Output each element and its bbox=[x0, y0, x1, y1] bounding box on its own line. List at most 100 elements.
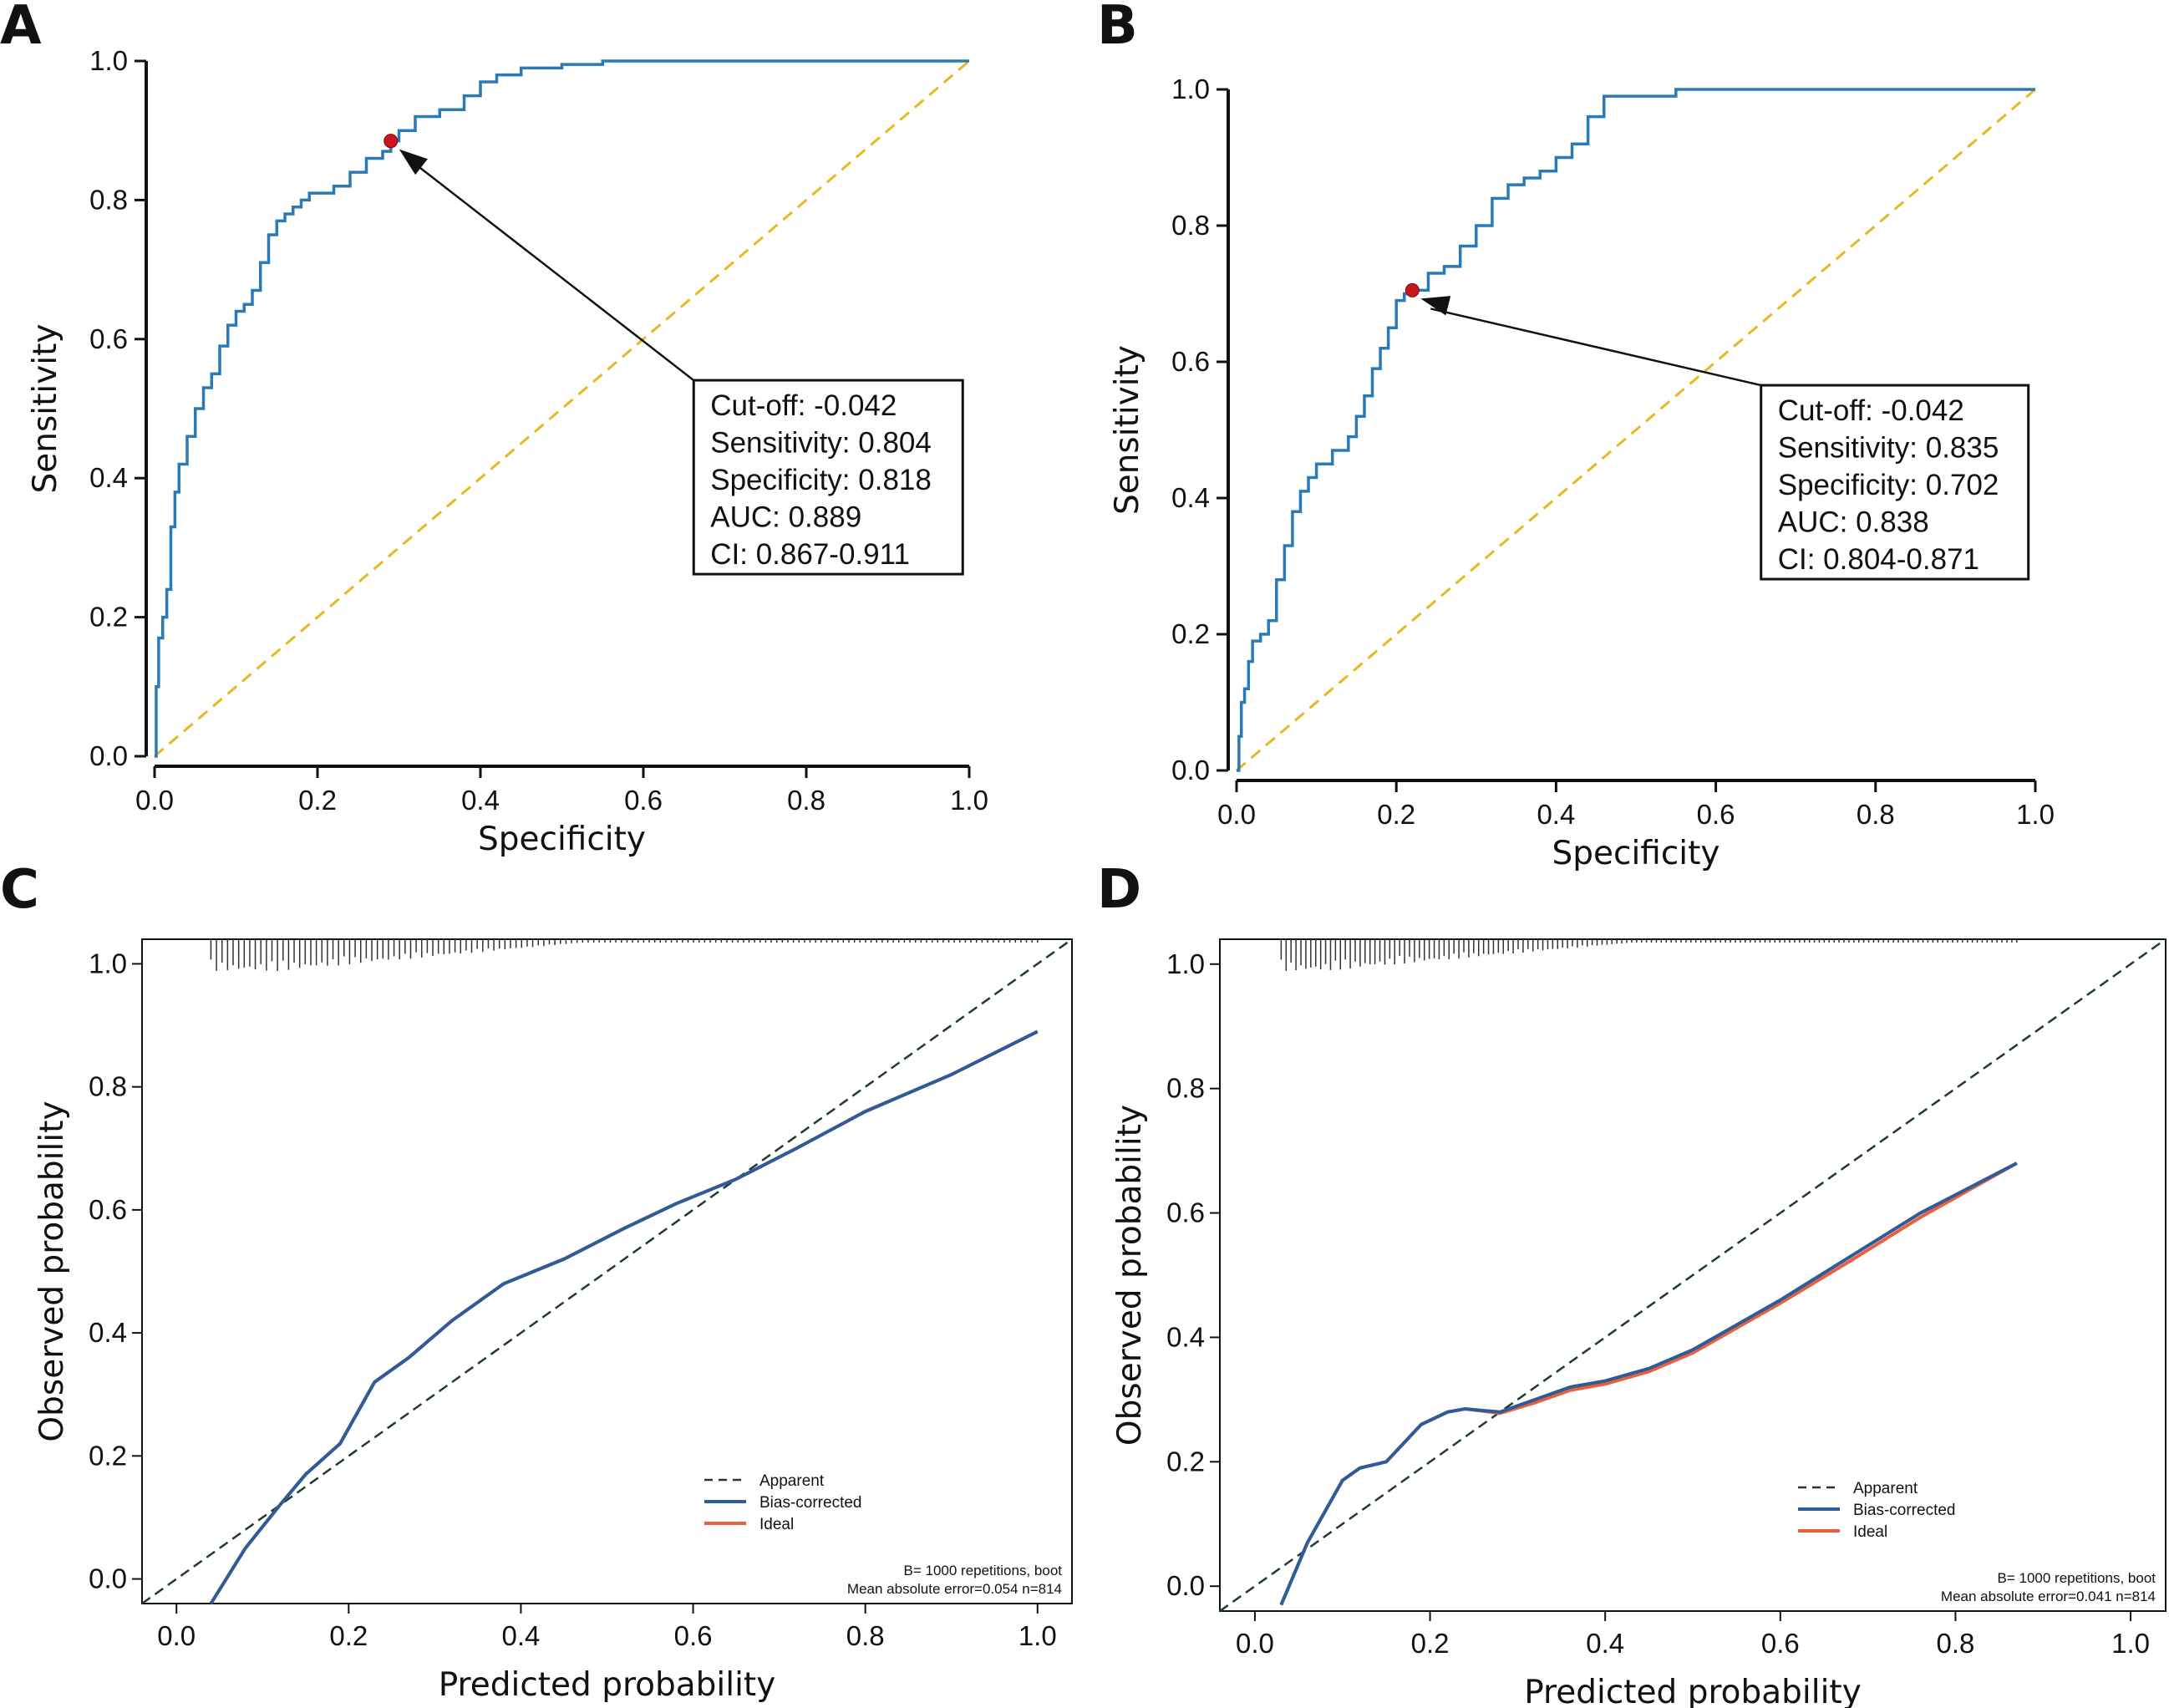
x-tick-label: 0.8 bbox=[1937, 1628, 1975, 1659]
plot-frame bbox=[141, 938, 1073, 1604]
x-axis-title: Specificity bbox=[478, 821, 646, 858]
y-tick-label: 0.8 bbox=[1171, 210, 1210, 241]
y-tick-label: 0.8 bbox=[89, 184, 128, 215]
rug-marks bbox=[1280, 939, 2018, 971]
y-tick-label: 0.4 bbox=[1166, 1321, 1205, 1352]
bias-corrected-line bbox=[1279, 1162, 2018, 1606]
annotation-arrow-line bbox=[1430, 308, 1762, 387]
x-tick-label: 0.2 bbox=[1377, 799, 1415, 830]
x-tick-label: 1.0 bbox=[950, 785, 988, 816]
y-axis-title: Sensitivity bbox=[1109, 345, 1146, 515]
y-axis-title: Sensitivity bbox=[27, 323, 64, 493]
x-tick-label: 0.4 bbox=[502, 1620, 541, 1651]
panel-letter: A bbox=[0, 0, 42, 57]
x-axis-title: Specificity bbox=[1552, 835, 1720, 872]
x-tick-label: 0.0 bbox=[135, 785, 174, 816]
y-axis-title: Observed probability bbox=[1111, 1105, 1149, 1446]
x-tick-label: 0.2 bbox=[298, 785, 337, 816]
y-tick-label: 1.0 bbox=[1171, 74, 1210, 104]
y-tick-label: 0.0 bbox=[89, 740, 128, 771]
x-tick-label: 0.2 bbox=[329, 1620, 368, 1651]
y-tick-label: 0.2 bbox=[1166, 1446, 1205, 1477]
x-tick-label: 0.0 bbox=[157, 1620, 196, 1651]
ideal-line bbox=[209, 1029, 1039, 1605]
y-tick-label: 1.0 bbox=[1166, 948, 1205, 979]
annotation-line: Specificity: 0.818 bbox=[710, 464, 932, 496]
y-axis-title: Observed probability bbox=[33, 1101, 71, 1441]
legend-label: Bias-corrected bbox=[1853, 1502, 1956, 1519]
x-tick-label: 0.8 bbox=[787, 785, 825, 816]
y-tick-label: 0.8 bbox=[1166, 1073, 1205, 1104]
annotation-box bbox=[692, 379, 964, 576]
y-tick-label: 0.6 bbox=[89, 1194, 127, 1225]
panel-d: D 0.0 0.0 0.2 0.2 0.4 0.4 0.6 0.6 0.8 0.8 1.0 1.0 Pre… bbox=[1097, 859, 2166, 1708]
panel-letter: B bbox=[1097, 0, 1138, 57]
y-tick-label: 1.0 bbox=[89, 45, 128, 76]
x-tick-label: 0.4 bbox=[1537, 799, 1575, 830]
y-tick-label: 0.8 bbox=[89, 1071, 127, 1102]
legend-label: Apparent bbox=[759, 1472, 825, 1490]
x-tick-label: 1.0 bbox=[2016, 799, 2055, 830]
y-tick-label: 0.0 bbox=[1166, 1570, 1205, 1601]
x-tick-label: 0.4 bbox=[1586, 1628, 1624, 1659]
x-axis-title: Predicted probability bbox=[1524, 1674, 1862, 1708]
annotation-line: CI: 0.867-0.911 bbox=[710, 538, 910, 571]
annotation-line: CI: 0.804-0.871 bbox=[1778, 543, 1979, 576]
panel-a: A 0.00.0 0.2 0.2 0.4 0.4 0.6 0.6 0.8 0.8 1.0 1.0 Spe… bbox=[0, 0, 988, 858]
panel-b: B 0.00.0 0.2 0.2 0.4 0.4 0.6 0.6 0.8 0.8 1.0 1.0 Spe… bbox=[1097, 0, 2055, 872]
annotation-arrow-head bbox=[399, 149, 428, 175]
panel-letter: D bbox=[1097, 859, 1141, 921]
y-tick-label: 0.6 bbox=[1166, 1197, 1205, 1228]
legend-label: Ideal bbox=[1853, 1523, 1887, 1541]
x-tick-label: 1.0 bbox=[2111, 1628, 2150, 1659]
panel-c: C 0.0 0.0 0.2 0.2 0.4 0.4 0.6 0.6 0.8 0.8 1.0 1.0 Pre… bbox=[0, 859, 1073, 1704]
y-tick-label: 1.0 bbox=[89, 948, 127, 979]
y-tick-label: 0.6 bbox=[89, 323, 128, 354]
footnote-line: Mean absolute error=0.054 n=814 bbox=[847, 1581, 1062, 1597]
plot-frame bbox=[1219, 938, 2166, 1612]
annotation-arrow-line bbox=[408, 158, 695, 382]
x-tick-label: 0.6 bbox=[624, 785, 663, 816]
x-tick-label: 0.4 bbox=[461, 785, 500, 816]
legend-label: Ideal bbox=[759, 1516, 794, 1533]
legend-label: Bias-corrected bbox=[759, 1494, 862, 1512]
cutoff-point bbox=[1405, 282, 1420, 297]
y-tick-label: 0.2 bbox=[89, 1440, 127, 1471]
annotation-arrow-head bbox=[1420, 296, 1451, 316]
annotation-line: Cut-off: -0.042 bbox=[1778, 394, 1964, 427]
roc-curve bbox=[1237, 88, 2035, 772]
panel-letter: C bbox=[0, 859, 39, 921]
annotation-line: Specificity: 0.702 bbox=[1778, 469, 1999, 501]
reference-diagonal bbox=[1236, 88, 2036, 772]
cutoff-point bbox=[384, 134, 399, 149]
x-tick-label: 0.0 bbox=[1217, 799, 1256, 830]
y-tick-label: 0.4 bbox=[89, 1317, 127, 1348]
footnote-line: B= 1000 repetitions, boot bbox=[904, 1563, 1063, 1578]
y-tick-label: 0.2 bbox=[89, 602, 128, 633]
x-tick-label: 0.6 bbox=[1697, 799, 1735, 830]
rug-marks bbox=[210, 939, 1039, 971]
x-tick-label: 0.8 bbox=[846, 1620, 885, 1651]
y-tick-label: 0.2 bbox=[1171, 618, 1210, 649]
annotation-line: Sensitivity: 0.804 bbox=[710, 427, 932, 460]
annotation-line: AUC: 0.889 bbox=[710, 501, 861, 534]
x-axis-title: Predicted probability bbox=[439, 1666, 776, 1704]
annotation-box bbox=[1760, 384, 2030, 581]
reference-diagonal bbox=[154, 59, 970, 758]
y-tick-label: 0.0 bbox=[89, 1563, 127, 1594]
y-tick-label: 0.4 bbox=[89, 462, 128, 493]
x-tick-label: 0.6 bbox=[674, 1620, 713, 1651]
footnote-line: B= 1000 repetitions, boot bbox=[1998, 1570, 2156, 1586]
y-tick-label: 0.4 bbox=[1171, 482, 1210, 513]
x-tick-label: 0.6 bbox=[1761, 1628, 1800, 1659]
annotation-line: Sensitivity: 0.835 bbox=[1778, 432, 1999, 465]
roc-curve bbox=[155, 59, 969, 758]
footnote-line: Mean absolute error=0.041 n=814 bbox=[1941, 1589, 2156, 1604]
annotation-line: Cut-off: -0.042 bbox=[710, 389, 897, 422]
y-tick-label: 0.6 bbox=[1171, 346, 1210, 377]
apparent-line bbox=[1219, 938, 2166, 1613]
legend-label: Apparent bbox=[1853, 1480, 1918, 1497]
bias-corrected-line bbox=[209, 1029, 1039, 1605]
x-tick-label: 0.2 bbox=[1411, 1628, 1450, 1659]
